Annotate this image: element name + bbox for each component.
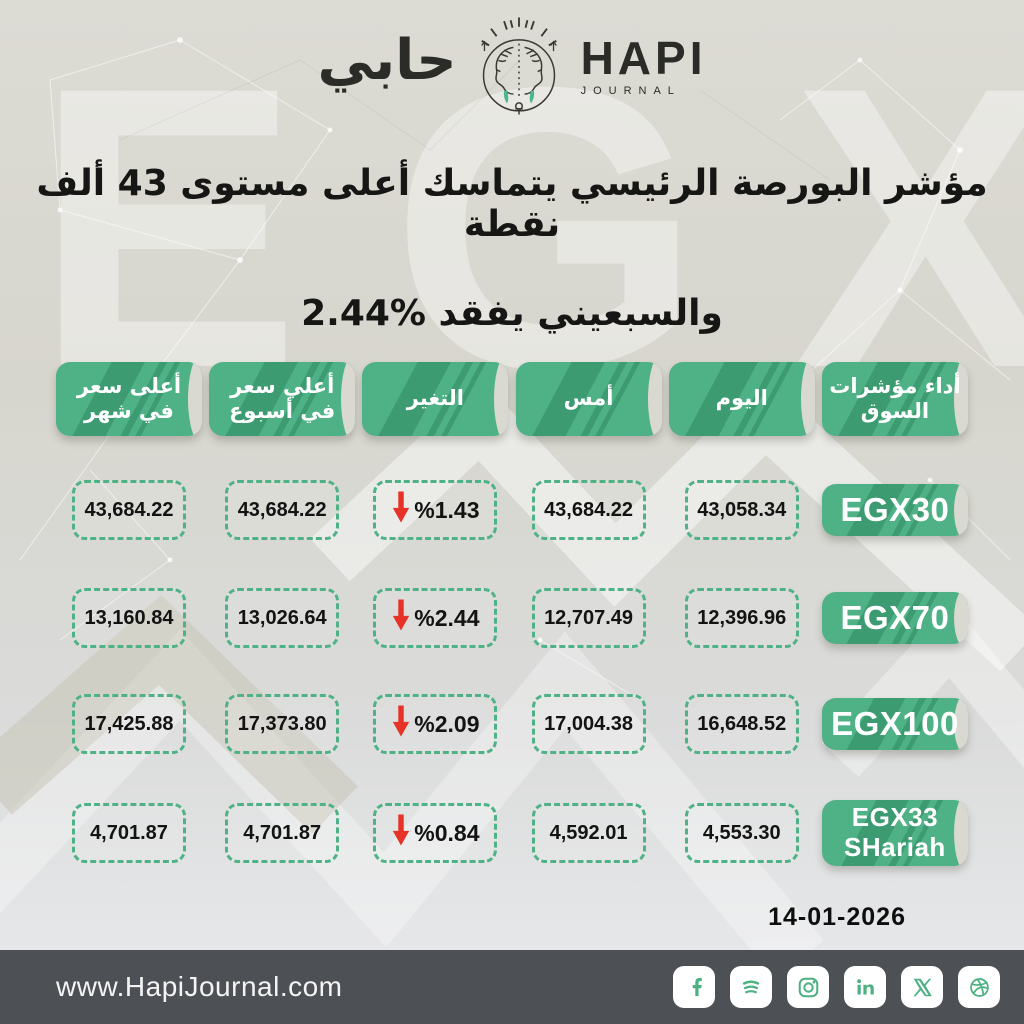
egx30-change: %1.43 <box>373 480 498 540</box>
egx100-month-high: 17,425.88 <box>72 694 186 754</box>
table-row-egx33-shariah: 4,701.87 4,701.87 %0.84 4,592.01 4,553.3… <box>0 798 1024 868</box>
egx33-yesterday: 4,592.01 <box>531 803 646 863</box>
egx100-change: %2.09 <box>373 694 498 754</box>
egx70-week-high: 13,026.64 <box>225 588 340 648</box>
table-row-egx30: 43,684.22 43,684.22 %1.43 43,684.22 43,0… <box>0 480 1024 540</box>
down-arrow-icon <box>393 705 410 737</box>
egx70-badge: EGX70 <box>821 592 968 644</box>
report-date: 14-01-2026 <box>768 903 906 931</box>
down-arrow-icon <box>393 599 410 631</box>
hapi-emblem-icon <box>480 17 557 115</box>
instagram-icon[interactable] <box>787 966 829 1008</box>
egx30-month-high: 43,684.22 <box>72 480 186 540</box>
table-header-row: أعلى سعر في شهر أعلي سعر في أسبوع التغير… <box>0 362 1024 436</box>
x-icon[interactable] <box>901 966 943 1008</box>
down-arrow-icon <box>393 491 410 523</box>
egx33-month-high: 4,701.87 <box>72 803 186 863</box>
dribbble-icon[interactable] <box>958 966 1000 1008</box>
spotify-icon[interactable] <box>730 966 772 1008</box>
egx100-week-high: 17,373.80 <box>225 694 340 754</box>
facebook-icon[interactable] <box>673 966 715 1008</box>
header-yesterday: أمس <box>515 362 662 436</box>
header-week-high: أعلي سعر في أسبوع <box>209 362 356 436</box>
egx70-yesterday: 12,707.49 <box>531 588 646 648</box>
header-change: التغير <box>362 362 509 436</box>
egx70-today: 12,396.96 <box>684 588 799 648</box>
egx70-month-high: 13,160.84 <box>72 588 186 648</box>
headline: مؤشر البورصة الرئيسي يتماسك أعلى مستوى 4… <box>0 163 1024 334</box>
egx33-week-high: 4,701.87 <box>225 803 340 863</box>
egx33-today: 4,553.30 <box>684 803 799 863</box>
logo-latin-block: HAPI JOURNAL <box>581 35 707 97</box>
headline-line-2: والسبعيني يفقد %2.44 <box>301 293 723 334</box>
egx33-shariah-badge: EGX33 SHariah <box>821 800 968 866</box>
egx30-badge: EGX30 <box>821 484 968 536</box>
header-today: اليوم <box>668 362 815 436</box>
table-row-egx100: 17,425.88 17,373.80 %2.09 17,004.38 16,6… <box>0 694 1024 754</box>
egx100-today: 16,648.52 <box>684 694 799 754</box>
headline-line-1: مؤشر البورصة الرئيسي يتماسك أعلى مستوى 4… <box>36 163 988 245</box>
social-icons <box>673 966 1000 1008</box>
egx30-week-high: 43,684.22 <box>225 480 340 540</box>
header-index-name: أداء مؤشرات السوق <box>821 362 968 436</box>
egx30-yesterday: 43,684.22 <box>531 480 646 540</box>
footer-bar: www.HapiJournal.com <box>0 950 1024 1024</box>
website-link[interactable]: www.HapiJournal.com <box>56 971 343 1002</box>
egx70-change: %2.44 <box>373 588 498 648</box>
table-row-egx70: 13,160.84 13,026.64 %2.44 12,707.49 12,3… <box>0 588 1024 648</box>
logo-latin-name: HAPI <box>580 32 707 84</box>
logo-journal-label: JOURNAL <box>580 85 681 97</box>
down-arrow-icon <box>393 814 410 846</box>
egx33-change: %0.84 <box>373 803 498 863</box>
egx30-today: 43,058.34 <box>684 480 799 540</box>
linkedin-icon[interactable] <box>844 966 886 1008</box>
egx100-yesterday: 17,004.38 <box>531 694 646 754</box>
header-month-high: أعلى سعر في شهر <box>56 362 202 436</box>
egx100-badge: EGX100 <box>821 698 968 750</box>
hapi-logo: حابي <box>0 10 1024 122</box>
logo-arabic-name: حابي <box>317 28 457 93</box>
